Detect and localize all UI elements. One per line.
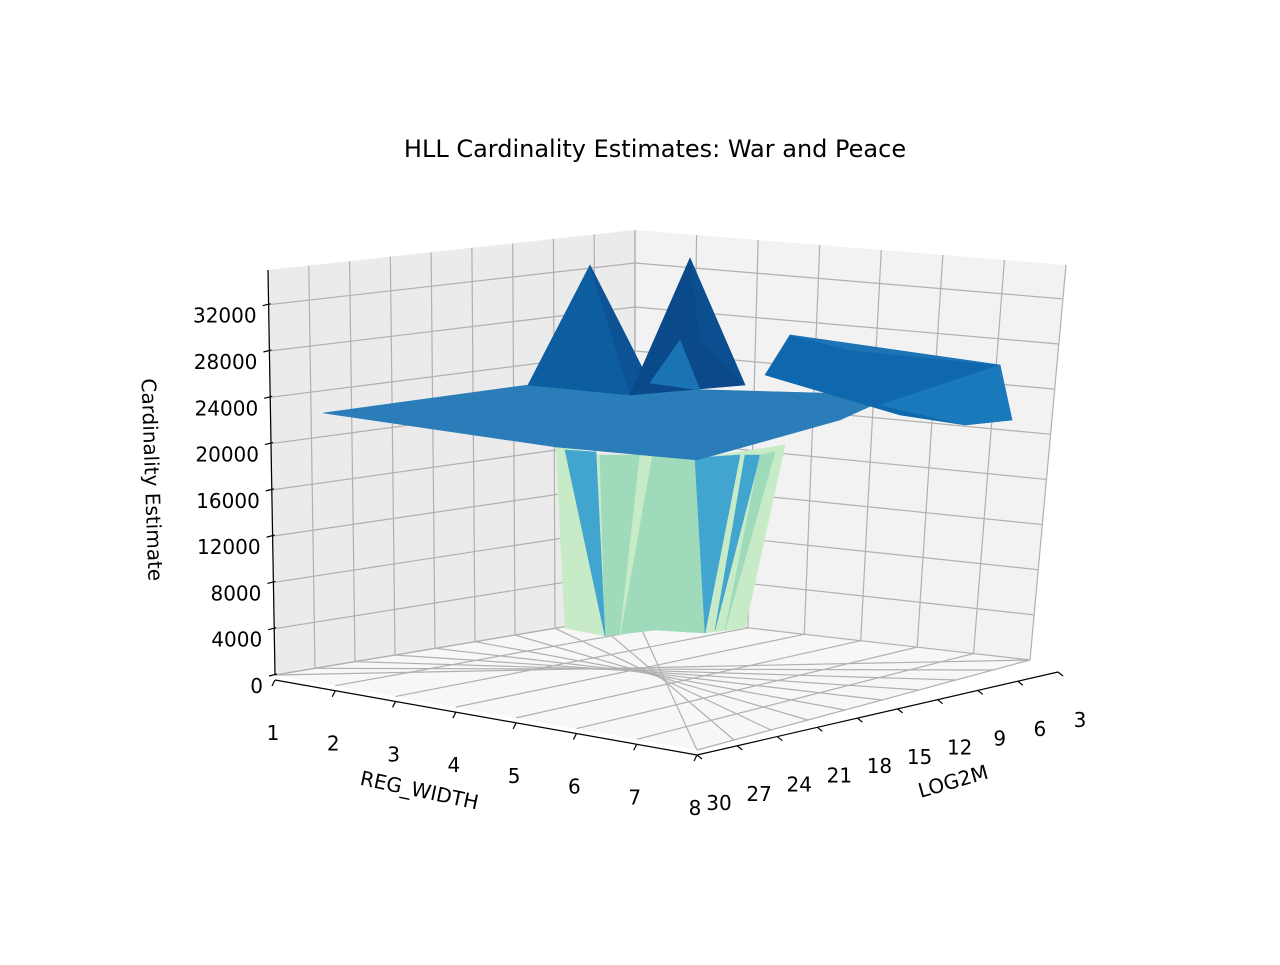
chart-title: HLL Cardinality Estimates: War and Peace	[404, 135, 906, 163]
surface-facet	[689, 257, 746, 386]
grid-line-y-floor	[354, 661, 957, 681]
z-tick	[265, 488, 274, 492]
y-tick	[696, 754, 703, 760]
y-tick-label: 21	[827, 763, 852, 787]
surface-facet	[724, 451, 776, 631]
pane-floor	[275, 615, 1030, 750]
y-tick	[1057, 671, 1064, 677]
x-tick	[693, 754, 698, 762]
y-tick	[977, 689, 984, 695]
y-tick	[937, 699, 944, 705]
z-tick	[264, 441, 274, 446]
y-axis-line	[696, 671, 1059, 756]
grid-line-y-wall	[308, 265, 316, 669]
x-tick	[392, 701, 397, 708]
z-tick	[266, 534, 275, 538]
x-tick-label: 6	[568, 775, 581, 799]
surface-facet	[649, 339, 701, 391]
z-tick	[268, 673, 278, 677]
x-tick-label: 2	[327, 732, 340, 756]
z-tick-label: 24000	[195, 396, 259, 420]
y-tick	[816, 726, 823, 732]
y-tick	[776, 736, 783, 742]
y-tick-label: 6	[1034, 717, 1047, 741]
x-tick	[452, 711, 457, 719]
z-tick	[267, 580, 276, 585]
y-tick-label: 3	[1074, 708, 1087, 732]
x-axis-line	[274, 679, 698, 756]
y-tick-label: 27	[746, 782, 771, 806]
grid-line-y-floor	[394, 654, 920, 691]
surface-facet	[694, 454, 741, 634]
x-tick-label: 5	[508, 764, 521, 788]
grid-line-x-floor	[516, 640, 861, 719]
surface-facet	[789, 334, 1001, 366]
grid-line-x-floor	[696, 659, 1031, 751]
x-tick-label: 4	[447, 753, 460, 777]
grid-line-y-floor	[314, 667, 994, 671]
grid-line-y-wall	[471, 247, 476, 642]
x-tick	[271, 679, 276, 687]
z-tick-label: 4000	[211, 628, 262, 652]
y-tick-label: 9	[993, 726, 1006, 750]
axes: 0 4000 8000 12000 16000 20000 24000 28000 32000 1…	[193, 269, 1087, 820]
z-tick-label: 28000	[194, 350, 258, 374]
grid-line-y-wall	[348, 261, 356, 662]
grid-line-x-wall	[803, 244, 821, 635]
y-tick-label: 24	[786, 773, 811, 797]
z-tick	[262, 303, 271, 307]
grid-line-y-floor	[434, 647, 883, 701]
x-tick-label: 1	[267, 721, 280, 745]
z-tick-label: 20000	[195, 443, 259, 467]
x-axis-label: REG_WIDTH	[358, 766, 481, 815]
surface	[322, 257, 1013, 637]
y-tick-label: 15	[907, 745, 932, 769]
surface-facet	[564, 449, 606, 637]
grid-line-x-wall	[860, 249, 882, 641]
x-tick-label: 3	[387, 742, 400, 766]
grid-line-y-floor	[514, 634, 809, 721]
z-tick	[268, 627, 277, 631]
z-tick-label: 12000	[197, 535, 261, 559]
grid-line-x-floor	[636, 652, 974, 740]
y-tick-label: 18	[867, 754, 892, 778]
y-tick	[897, 708, 903, 714]
z-tick-label: 16000	[196, 489, 260, 513]
grid-line-y-floor	[594, 621, 735, 741]
y-tick-label: 12	[947, 736, 972, 760]
y-tick	[736, 745, 743, 751]
grid-line-y-floor	[474, 641, 846, 711]
pane-left	[268, 230, 635, 675]
z-tick	[264, 395, 273, 399]
grid-line-x-floor	[395, 627, 748, 698]
x-tick-label: 8	[689, 796, 702, 820]
grid-line-y-floor	[554, 627, 772, 731]
grid-line-x-floor	[576, 646, 918, 730]
z-tick	[263, 349, 272, 353]
surface-facet	[714, 454, 761, 631]
y-tick-label: 30	[706, 791, 731, 815]
z-tick-label: 32000	[193, 304, 257, 328]
grid-line-x-wall	[1029, 264, 1067, 661]
x-tick-label: 7	[628, 785, 641, 809]
y-tick	[857, 717, 863, 723]
surface-facet	[878, 364, 1013, 426]
grid-line-y-floor	[274, 659, 1031, 676]
z-tick-label: 8000	[210, 581, 261, 605]
x-tick	[572, 733, 577, 740]
z-tick-label: 0	[250, 674, 263, 698]
x-tick	[512, 722, 517, 730]
z-axis-line	[267, 269, 276, 676]
grid-line-x-wall	[972, 259, 1006, 654]
z-axis-label: Cardinality Estimate	[136, 378, 167, 581]
grid-line-y-wall	[430, 252, 436, 649]
grid-line-x-wall	[916, 254, 944, 648]
x-tick	[633, 744, 638, 751]
y-tick	[1017, 680, 1024, 686]
x-tick	[331, 690, 336, 697]
grid-line-y-wall	[389, 256, 396, 656]
